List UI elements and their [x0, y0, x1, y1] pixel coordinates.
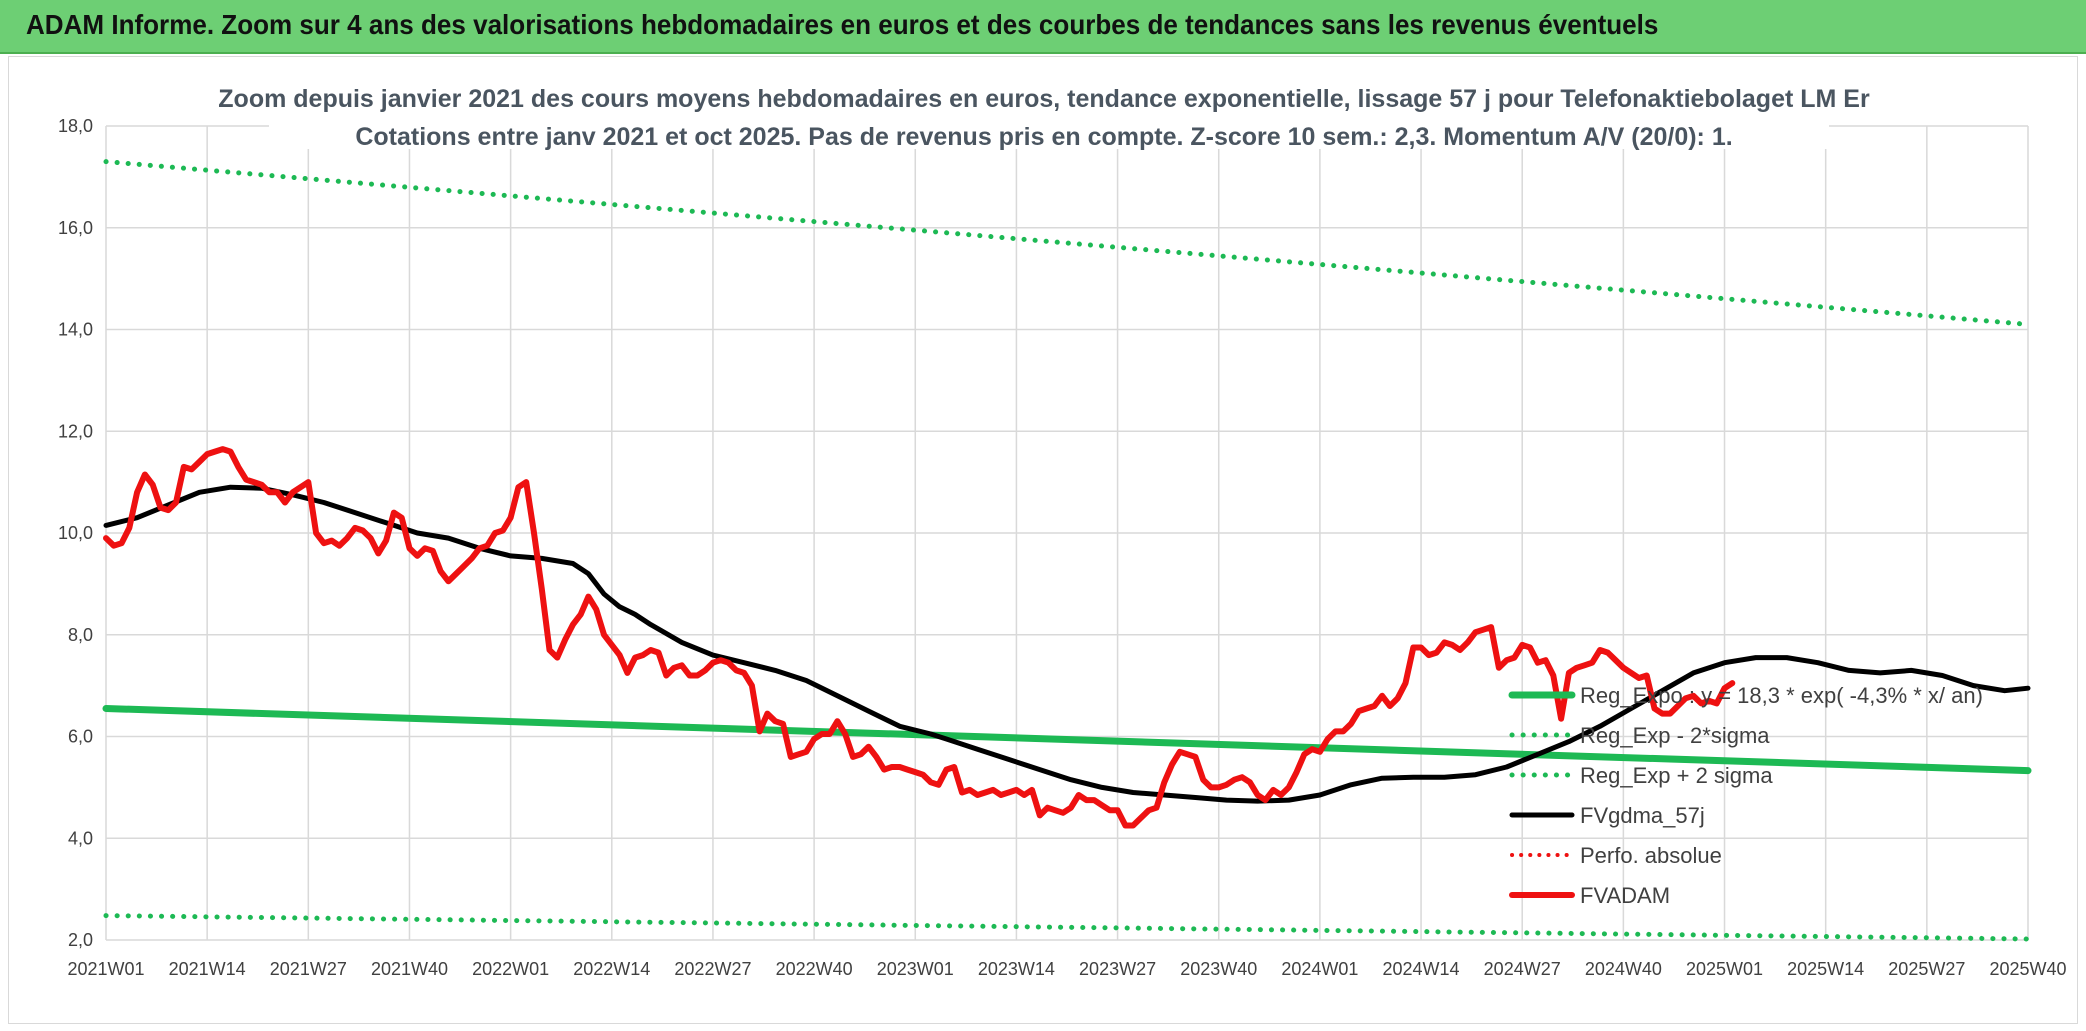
chart-frame: 2,0 4,0 6,0 8,0 10,0 12,0 14,0 16,0 18,0 2021W01… — [8, 56, 2078, 1024]
series-line-reg-expo-y-18-3-exp-4-3-x-an — [102, 705, 2032, 775]
chart-title-line1: Zoom depuis janvier 2021 des cours moyen… — [218, 85, 1870, 113]
y-tick-label: 4,0 — [68, 828, 93, 848]
legend-label: FVADAM — [1580, 883, 1670, 908]
x-tick-label: 2021W40 — [371, 959, 448, 979]
y-tick-label: 16,0 — [58, 218, 93, 238]
chart-titles: Zoom depuis janvier 2021 des cours moyen… — [218, 79, 1870, 151]
y-tick-label: 18,0 — [58, 116, 93, 136]
y-tick-label: 14,0 — [58, 320, 93, 340]
y-tick-label: 6,0 — [68, 727, 93, 747]
report-header: ADAM Informe. Zoom sur 4 ans des valoris… — [0, 0, 2086, 54]
series-line-fvgdma-57j — [103, 484, 2031, 804]
x-tick-label: 2023W01 — [877, 959, 954, 979]
y-tick-label: 10,0 — [58, 523, 93, 543]
x-tick-label: 2025W01 — [1686, 959, 1763, 979]
y-tick-label: 8,0 — [68, 625, 93, 645]
series-line-fvadam — [103, 446, 1736, 829]
x-tick-label: 2022W27 — [674, 959, 751, 979]
x-tick-label: 2023W27 — [1079, 959, 1156, 979]
x-tick-label: 2024W01 — [1281, 959, 1358, 979]
chart-legend: Reg_Expo : y = 18,3 * exp( -4,3% * x/ an… — [1508, 683, 1983, 908]
x-tick-label: 2025W40 — [1989, 959, 2066, 979]
chart-svg: 2,0 4,0 6,0 8,0 10,0 12,0 14,0 16,0 18,0 2021W01… — [58, 79, 2067, 979]
report-title: ADAM Informe. Zoom sur 4 ans des valoris… — [26, 9, 1659, 40]
legend-label: Reg_Exp - 2*sigma — [1580, 723, 1770, 748]
x-tick-label: 2023W40 — [1180, 959, 1257, 979]
chart-title-line2: Cotations entre janv 2021 et oct 2025. P… — [355, 123, 1732, 151]
x-tick-label: 2023W14 — [978, 959, 1055, 979]
y-tick-label: 12,0 — [58, 421, 93, 441]
legend-label: Reg_Exp + 2 sigma — [1580, 763, 1773, 788]
chart-series — [102, 159, 2032, 942]
legend-label: Perfo. absolue — [1580, 843, 1722, 868]
title-background — [269, 79, 1829, 149]
series-line-reg-exp-2-sigma — [103, 913, 2031, 942]
x-tick-label: 2025W27 — [1888, 959, 1965, 979]
x-tick-label: 2024W27 — [1484, 959, 1561, 979]
x-tick-label: 2025W14 — [1787, 959, 1864, 979]
legend-label: FVgdma_57j — [1580, 803, 1705, 828]
x-tick-label: 2022W14 — [573, 959, 650, 979]
y-axis-ticks: 2,0 4,0 6,0 8,0 10,0 12,0 14,0 16,0 18,0 — [58, 116, 93, 950]
chart-grid — [105, 125, 2029, 941]
x-tick-label: 2022W01 — [472, 959, 549, 979]
x-tick-label: 2021W14 — [169, 959, 246, 979]
legend-label: Reg_Expo : y = 18,3 * exp( -4,3% * x/ an… — [1580, 683, 1983, 708]
y-tick-label: 2,0 — [68, 930, 93, 950]
x-tick-label: 2021W01 — [67, 959, 144, 979]
series-line-reg-exp-2-sigma — [103, 159, 2031, 327]
x-tick-label: 2024W14 — [1383, 959, 1460, 979]
x-axis-ticks: 2021W01 2021W14 2021W27 2021W40 2022W01 2022W… — [67, 959, 2066, 979]
x-tick-label: 2022W40 — [776, 959, 853, 979]
x-tick-label: 2021W27 — [270, 959, 347, 979]
x-tick-label: 2024W40 — [1585, 959, 1662, 979]
